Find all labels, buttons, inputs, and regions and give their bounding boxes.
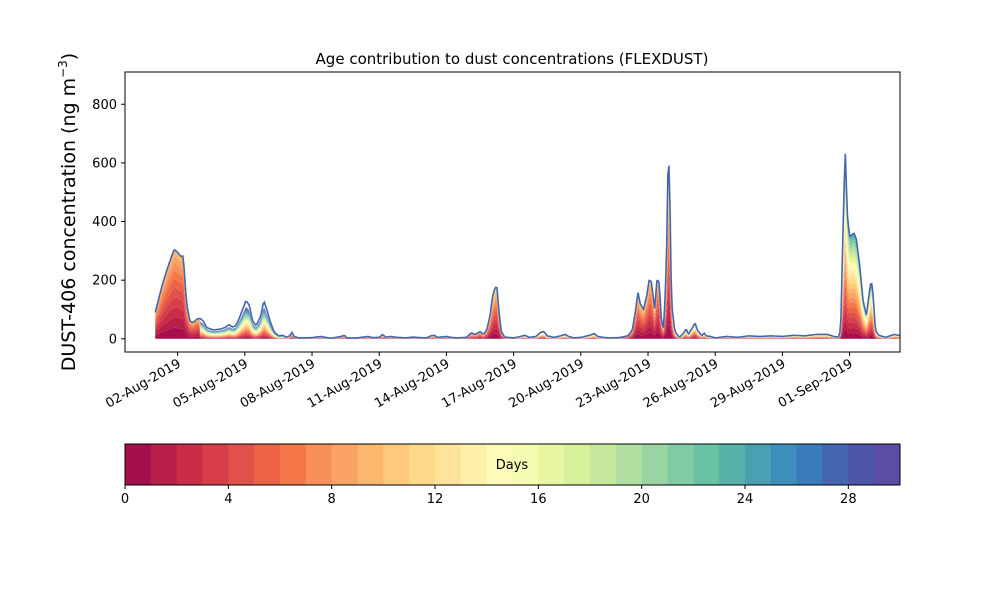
y-axis-label-close: ) [58,53,80,60]
age-layer-20 [155,165,900,339]
age-layer-12 [155,180,900,339]
colorbar-swatch [357,444,384,485]
age-layer-18 [155,165,900,339]
colorbar-swatch [435,444,462,485]
colorbar-tick-label: 8 [328,492,336,507]
y-tick-label: 0 [109,332,117,347]
colorbar-tick-label: 0 [121,492,129,507]
colorbar-swatch [719,444,746,485]
chart-title: Age contribution to dust concentrations … [316,50,709,68]
y-axis-ticks: 0 200 400 600 800 [92,98,125,347]
colorbar-swatch [254,444,281,485]
age-layer-22 [155,160,900,339]
x-tick-label: 23-Aug-2019 [574,356,654,411]
colorbar-swatch [615,444,643,485]
colorbar-label: Days [496,458,529,473]
colorbar-swatch [331,444,358,485]
colorbar-swatch [202,444,229,485]
colorbar-swatch [667,444,694,485]
age-layer-27 [155,153,900,339]
colorbar-swatch [822,444,849,485]
x-tick-label: 29-Aug-2019 [708,356,788,411]
colorbar [124,443,901,486]
plot-frame [124,71,901,353]
colorbar-tick-label: 4 [224,492,232,507]
colorbar-swatch [874,444,901,485]
age-layer-13 [155,172,900,339]
x-tick-label: 02-Aug-2019 [103,356,183,411]
y-tick-label: 200 [92,274,117,289]
age-layer-29 [155,153,900,339]
colorbar-swatch [848,444,875,485]
colorbar-swatch [409,444,436,485]
age-layer-25 [155,153,900,339]
age-layer-26 [155,153,900,339]
colorbar-swatch [693,444,720,485]
colorbar-swatch [590,444,617,485]
age-layer-8 [155,220,900,339]
colorbar-frame [124,443,901,486]
colorbar-swatch [305,444,333,485]
age-layer-21 [155,165,900,339]
y-axis-label-superscript: −3 [56,60,70,78]
age-layer-16 [155,165,900,339]
colorbar-swatch [745,444,772,485]
age-layer-14 [155,166,900,339]
colorbar-swatch [641,444,668,485]
colorbar-swatch [538,444,565,485]
colorbar-swatch [512,444,539,485]
x-tick-label: 11-Aug-2019 [305,356,385,411]
age-layer-10 [155,198,900,339]
colorbar-swatch [383,444,410,485]
colorbar-tick-label: 24 [737,492,754,507]
colorbar-tick-label: 28 [840,492,857,507]
colorbar-swatch [150,444,178,485]
colorbar-swatch [228,444,255,485]
colorbar-swatch [796,444,823,485]
age-layer-9 [155,209,900,339]
x-tick-label: 17-Aug-2019 [439,356,519,411]
colorbar-swatch [770,444,798,485]
x-axis-ticks: 02-Aug-201905-Aug-201908-Aug-201911-Aug-… [103,352,856,412]
y-tick-label: 400 [92,215,117,230]
age-layer-11 [155,189,900,339]
age-layer-19 [155,165,900,339]
total-concentration-line [154,153,900,339]
colorbar-ticks: 0 4 8 12 16 20 24 28 [121,485,857,507]
x-tick-label: 01-Sep-2019 [776,356,856,411]
age-layer-15 [155,165,900,339]
colorbar-swatch [486,444,513,485]
colorbar-swatch [564,444,591,485]
y-axis-label-main: DUST-406 concentration (ng m [58,78,80,371]
x-tick-label: 26-Aug-2019 [641,356,721,411]
colorbar-swatch [280,444,307,485]
age-layer-24 [155,153,900,339]
x-tick-label: 20-Aug-2019 [506,356,586,411]
y-tick-label: 800 [92,98,117,113]
colorbar-tick-label: 16 [530,492,547,507]
colorbar-swatch [125,444,152,485]
x-tick-label: 05-Aug-2019 [170,356,250,411]
age-layer-17 [155,165,900,339]
y-axis-label: DUST-406 concentration (ng m−3) [56,53,80,371]
x-tick-label: 14-Aug-2019 [372,356,452,411]
x-tick-label: 08-Aug-2019 [238,356,318,411]
colorbar-swatch [460,444,488,485]
age-layer-28 [155,153,900,339]
colorbar-tick-label: 12 [427,492,444,507]
colorbar-swatch [176,444,203,485]
colorbar-tick-label: 20 [633,492,650,507]
stacked-area-layers [154,153,900,339]
y-tick-label: 600 [92,156,117,171]
age-layer-23 [155,156,900,339]
